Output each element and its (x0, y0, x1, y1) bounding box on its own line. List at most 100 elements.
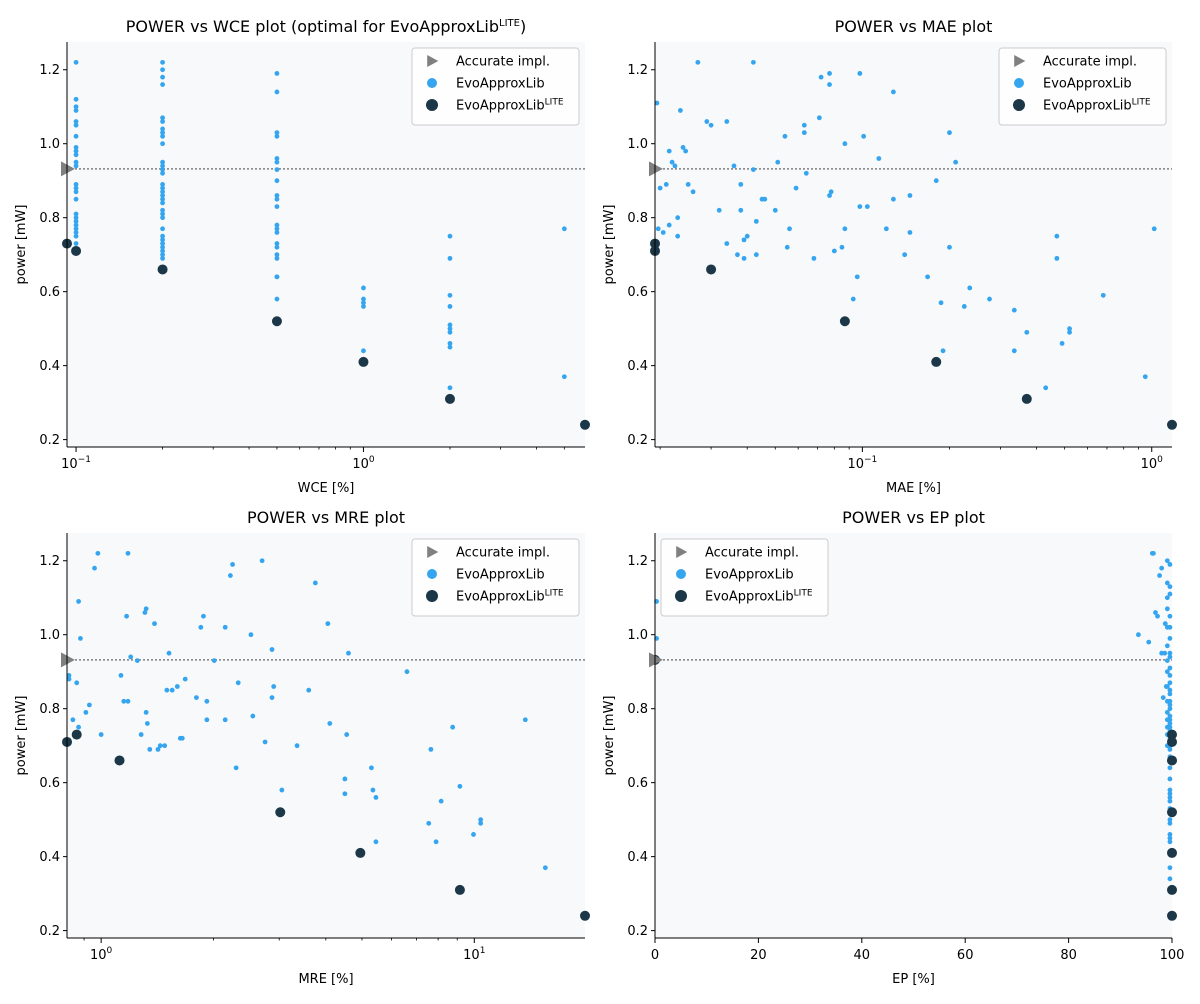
x-tick-label: 101 (463, 946, 485, 963)
evoapproxlib-point (695, 59, 701, 65)
evoapproxlib-point (274, 178, 280, 184)
evoapproxlib-point (861, 133, 867, 139)
evoapproxlib-point (1151, 226, 1157, 232)
evoapproxlib-point (369, 765, 374, 771)
evoapproxlib-lite-point (1167, 755, 1177, 766)
evoapproxlib-point (222, 624, 228, 630)
evoapproxlib-lite-point (580, 419, 590, 430)
evoapproxlib-point (744, 233, 750, 239)
evoapproxlib-point (342, 791, 348, 797)
y-tick-label: 0.6 (39, 776, 60, 791)
evoapproxlib-point (155, 746, 161, 752)
x-tick-exponent: 0 (107, 946, 113, 956)
evoapproxlib-point (857, 204, 863, 209)
evoapproxlib-point (685, 181, 691, 187)
y-tick-label: 1.0 (39, 628, 60, 643)
legend: Accurate impl.EvoApproxLibEvoApproxLibLI… (998, 47, 1167, 126)
evoapproxlib-point (854, 274, 860, 280)
evoapproxlib-point (73, 96, 79, 102)
evoapproxlib-lite-point (71, 245, 82, 256)
x-tick-label: 20 (750, 948, 767, 963)
y-tick-label: 0.4 (39, 850, 60, 865)
evoapproxlib-point (160, 255, 165, 261)
accurate-impl-marker (649, 652, 663, 668)
evoapproxlib-point (250, 713, 256, 719)
evoapproxlib-lite-point (1167, 419, 1177, 430)
evoapproxlib-point (370, 787, 376, 793)
evoapproxlib-lite-point (839, 316, 850, 327)
y-tick-label: 0.2 (39, 924, 60, 939)
legend-lite-marker (675, 590, 687, 602)
evoapproxlib-point (160, 211, 165, 217)
legend-evoapproxlib-marker (1014, 78, 1024, 88)
evoapproxlib-point (1011, 348, 1017, 354)
x-tick-exponent: 0 (369, 455, 375, 465)
evoapproxlib-point (128, 654, 134, 660)
evoapproxlib-point (827, 193, 832, 198)
evoapproxlib-point (160, 59, 165, 65)
legend-lite-label: EvoApproxLibLITE (456, 98, 564, 114)
x-axis-label: MAE [%] (886, 481, 941, 496)
chart-title-text: POWER vs MRE plot (247, 508, 405, 527)
evoapproxlib-point (73, 196, 79, 202)
evoapproxlib-lite-point (358, 356, 369, 367)
evoapproxlib-point (1167, 650, 1173, 656)
evoapproxlib-point (121, 698, 127, 704)
evoapproxlib-point (1167, 835, 1173, 841)
evoapproxlib-point (76, 724, 81, 730)
legend-frame (411, 538, 580, 617)
evoapproxlib-point (78, 636, 83, 641)
accurate-impl-marker (61, 161, 75, 177)
data-points (61, 59, 590, 430)
y-tick-label: 0.2 (627, 433, 648, 448)
evoapproxlib-point (731, 163, 737, 169)
chart-title: POWER vs MAE plot (835, 17, 993, 36)
evoapproxlib-point (801, 130, 807, 136)
evoapproxlib-point (160, 252, 165, 258)
x-tick-base: 10 (847, 457, 864, 472)
evoapproxlib-point (724, 119, 730, 124)
evoapproxlib-point (953, 159, 959, 165)
evoapproxlib-point (83, 709, 89, 715)
evoapproxlib-point (361, 300, 366, 306)
evoapproxlib-point (654, 100, 660, 106)
evoapproxlib-point (1164, 684, 1170, 689)
evoapproxlib-point (961, 304, 967, 309)
evoapproxlib-point (274, 193, 280, 198)
evoapproxlib-point (447, 344, 453, 350)
evoapproxlib-point (561, 374, 567, 380)
evoapproxlib-point (801, 122, 807, 128)
data-points (649, 59, 1177, 430)
evoapproxlib-point (1162, 650, 1168, 656)
evoapproxlib-point (447, 292, 453, 298)
evoapproxlib-point (1167, 691, 1173, 697)
evoapproxlib-point (73, 148, 79, 154)
evoapproxlib-point (741, 237, 747, 243)
evoapproxlib-point (327, 721, 333, 726)
evoapproxlib-point (73, 218, 79, 224)
evoapproxlib-point (160, 119, 165, 124)
evoapproxlib-point (1167, 776, 1173, 782)
evoapproxlib-point (274, 167, 280, 173)
evoapproxlib-point (160, 141, 165, 147)
evoapproxlib-point (160, 233, 165, 239)
data-points (649, 550, 1177, 921)
evoapproxlib-point (1054, 233, 1060, 239)
evoapproxlib-point (271, 684, 277, 689)
legend-lite-label-text: EvoApproxLib (705, 590, 794, 605)
evoapproxlib-point (683, 148, 689, 154)
evoapproxlib-point (73, 185, 79, 191)
evoapproxlib-point (259, 558, 265, 564)
evoapproxlib-point (325, 621, 331, 627)
evoapproxlib-point (73, 181, 79, 187)
evoapproxlib-point (160, 159, 165, 165)
evoapproxlib-point (447, 255, 453, 261)
evoapproxlib-point (274, 89, 280, 95)
evoapproxlib-point (66, 672, 72, 678)
legend-evoapproxlib-marker (676, 569, 686, 579)
evoapproxlib-point (433, 839, 439, 845)
evoapproxlib-point (1167, 624, 1173, 630)
evoapproxlib-point (144, 721, 150, 726)
evoapproxlib-point (1167, 817, 1173, 823)
